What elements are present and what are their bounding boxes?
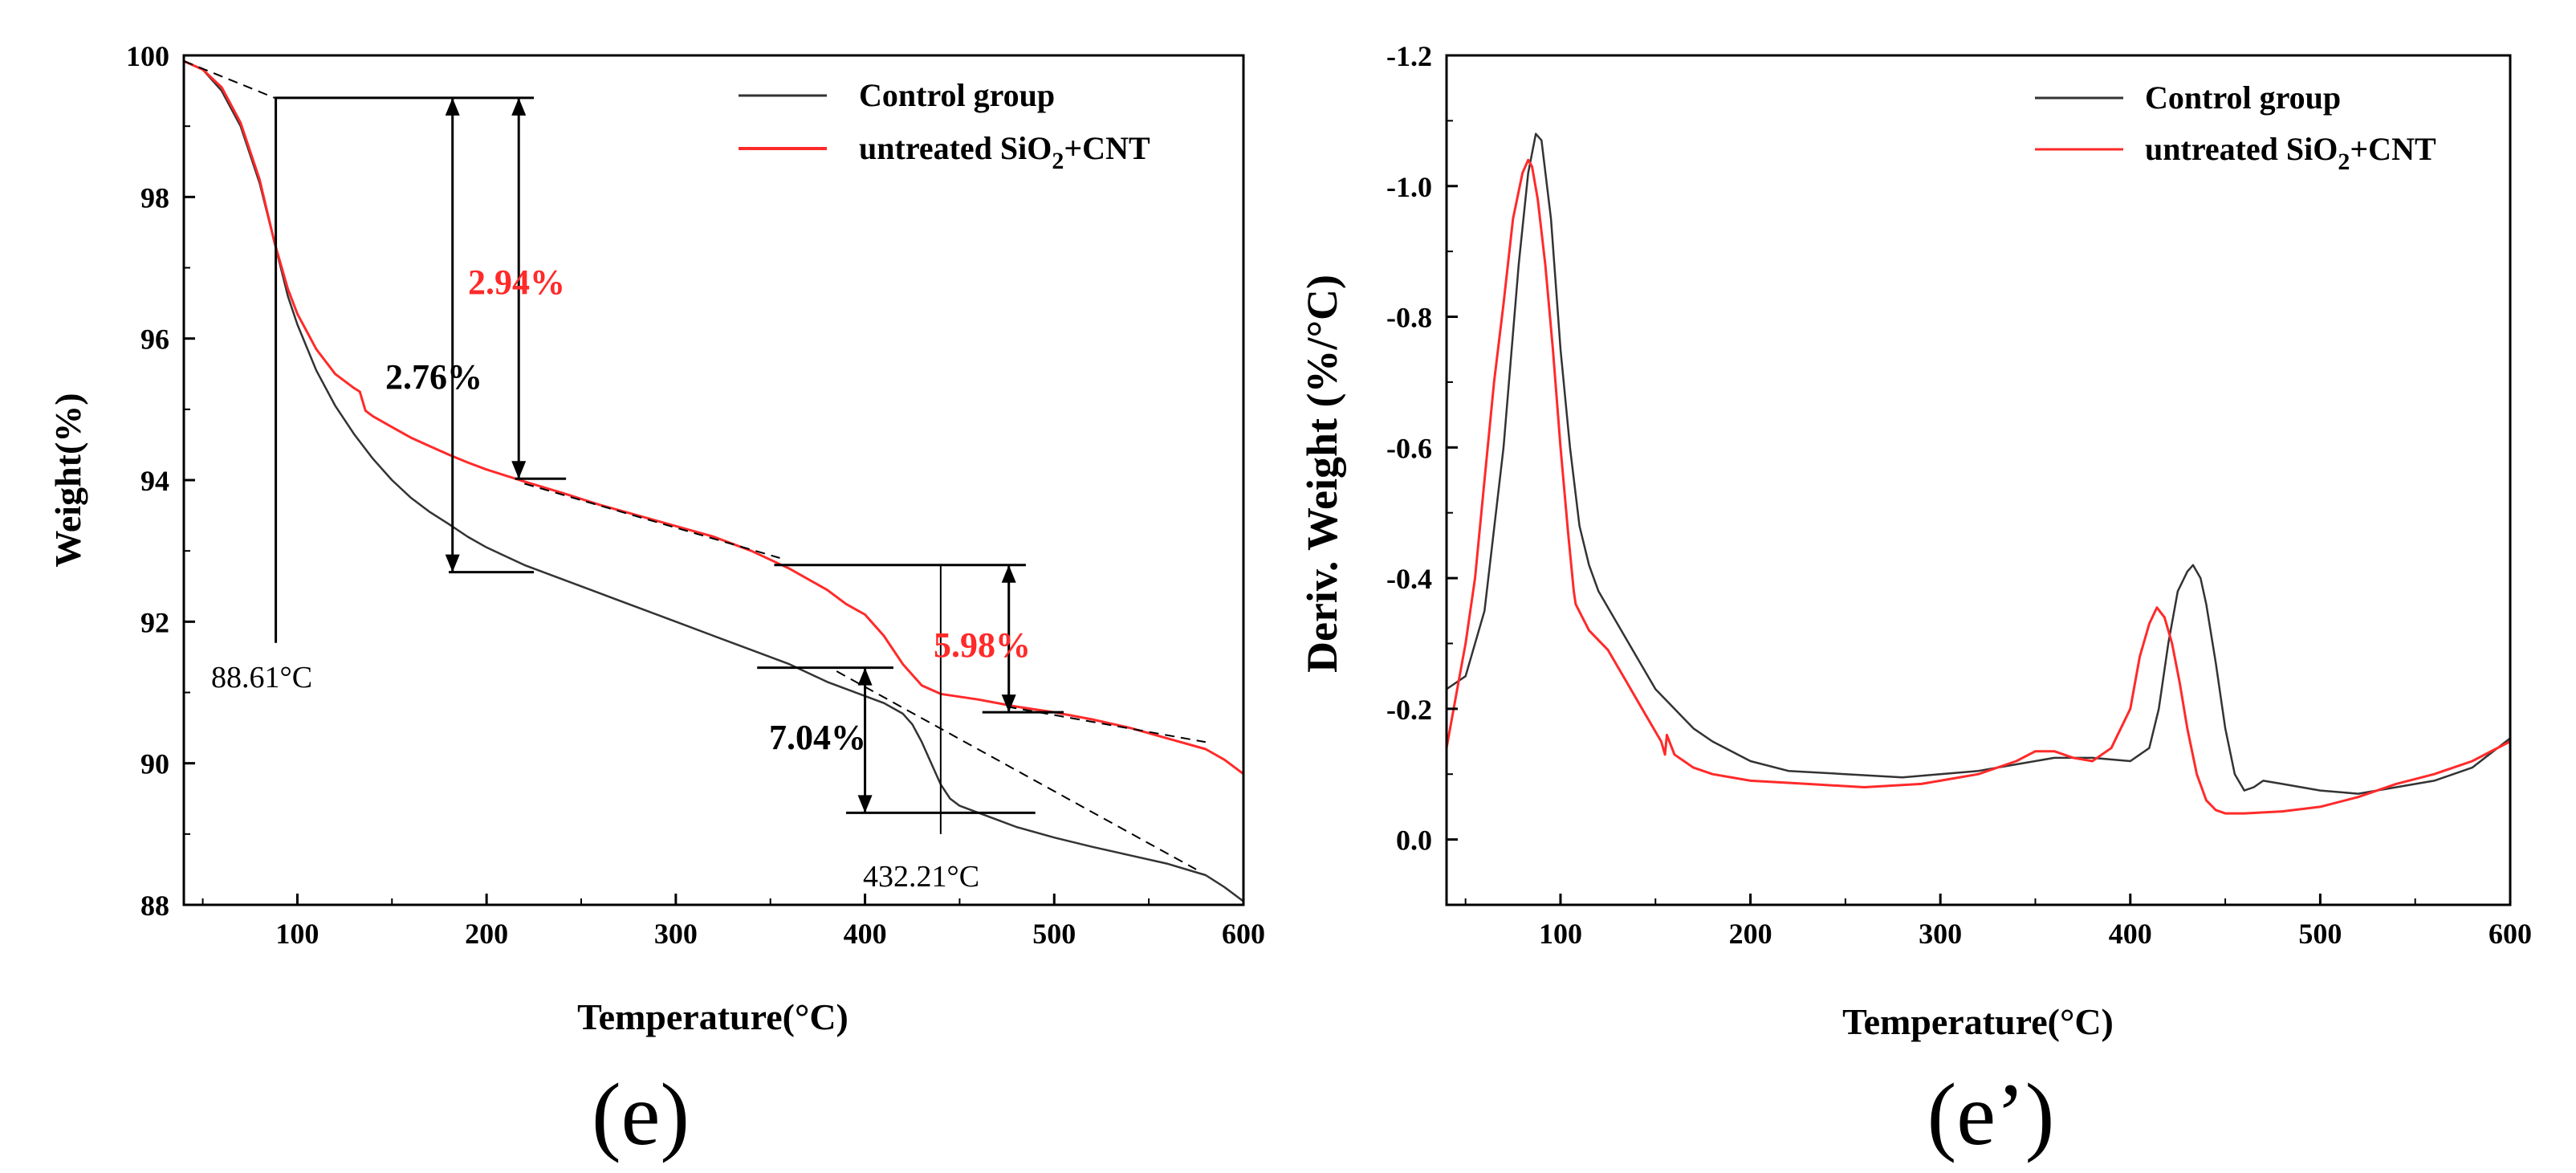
dtg-x-tick-label: 200: [1729, 918, 1772, 950]
annotation-treated-step2: 5.98%: [934, 625, 1031, 665]
tga-plot-frame: [182, 54, 1245, 906]
tga-x-tick-label: 200: [465, 918, 508, 950]
dtg-derivative-chart: 100 200 300 400 500 600 0.0 -0.2 -0.4 -0.6 -0.8 -1.…: [1298, 40, 2532, 1163]
mass-loss-arrow-control-1-head: [445, 97, 460, 116]
dtg-y-tick-label: -0.2: [1386, 694, 1432, 726]
tga-x-axis-title: Temperature(°C): [577, 996, 848, 1037]
tga-y-tick-label: 98: [140, 181, 169, 214]
tga-x-tick-label: 500: [1032, 918, 1076, 950]
tga-y-axis-title: Weight(%): [47, 393, 88, 567]
tga-y-tick-label: 88: [140, 890, 169, 922]
tga-series-group: [183, 59, 1244, 902]
dtg-y-tick-label: -1.2: [1386, 40, 1432, 72]
tga-legend: Control group untreated SiO2+CNT: [739, 77, 1150, 174]
mass-loss-arrow-control-1-head: [445, 554, 460, 572]
tga-y-tick-label: 92: [140, 606, 169, 638]
tangent-line: [183, 60, 275, 99]
legend-label-treated: untreated SiO2+CNT: [859, 130, 1150, 174]
panel-label-e: (e): [592, 1065, 690, 1163]
panel-label-e-prime: (e’): [1927, 1065, 2055, 1163]
dtg-series-line-control: [1446, 132, 2511, 795]
mass-loss-arrow-control-2-head: [857, 667, 873, 686]
mass-loss-arrow-treated-2-head: [1001, 564, 1016, 583]
tga-x-tick-label: 100: [275, 918, 319, 950]
tga-x-tick-label: 400: [844, 918, 887, 950]
dtg-y-tick-label: -0.6: [1386, 432, 1432, 464]
dtg-x-axis-title: Temperature(°C): [1842, 1001, 2114, 1042]
mass-loss-arrow-treated-1-head: [511, 461, 527, 479]
tga-y-tick-label: 90: [140, 748, 169, 780]
dtg-x-tick-label: 400: [2109, 918, 2152, 950]
tga-weight-chart: 100 200 300 400 500 600 88 90 92 94 96 98 100 Contro…: [47, 40, 1265, 1163]
tangent-line: [836, 670, 1197, 870]
dtg-y-tick-label: -1.0: [1386, 171, 1432, 203]
dtg-y-tick-label: -0.8: [1386, 302, 1432, 334]
dtg-x-tick-label: 500: [2298, 918, 2342, 950]
dtg-ticks: 100 200 300 400 500 600 0.0 -0.2 -0.4 -0.6 -0.8 -1.…: [1386, 40, 2532, 950]
tangent-line: [524, 483, 780, 559]
legend-label-treated: untreated SiO2+CNT: [2145, 131, 2436, 175]
tga-y-tick-label: 96: [140, 324, 169, 356]
tga-x-tick-label: 300: [654, 918, 698, 950]
dtg-x-tick-label: 300: [1919, 918, 1962, 950]
dtg-x-tick-label: 600: [2489, 918, 2532, 950]
dtg-plot-frame: [1445, 54, 2512, 906]
tga-x-tick-label: 600: [1222, 918, 1265, 950]
dtg-y-axis-title: Deriv. Weight (%/°C): [1298, 275, 1346, 673]
legend-label-control: Control group: [859, 77, 1055, 113]
annotation-control-step2: 7.04%: [769, 718, 866, 757]
dtg-y-tick-label: 0.0: [1396, 825, 1432, 857]
dtg-series-group: [1445, 132, 2511, 815]
tga-y-tick-label: 94: [140, 465, 169, 497]
dtg-series-line-treated: [1445, 158, 2511, 815]
annotation-temp-peak2: 432.21°C: [863, 860, 979, 894]
legend-label-control: Control group: [2145, 79, 2341, 116]
tga-y-tick-label: 100: [126, 40, 169, 72]
annotation-temp-peak1: 88.61°C: [211, 661, 312, 694]
mass-loss-arrow-treated-1-head: [511, 97, 527, 116]
tga-annotation-lines: [183, 60, 1207, 870]
mass-loss-arrow-treated-2-head: [1001, 694, 1016, 713]
mass-loss-arrow-control-2-head: [857, 795, 873, 813]
dtg-legend: Control group untreated SiO2+CNT: [2035, 79, 2436, 175]
dtg-x-tick-label: 100: [1539, 918, 1582, 950]
tga-ticks: 100 200 300 400 500 600 88 90 92 94 96 98 100: [126, 40, 1265, 950]
dtg-y-tick-label: -0.4: [1386, 563, 1432, 595]
tga-series-line-control: [183, 59, 1244, 902]
annotation-control-step1: 2.76%: [385, 357, 482, 397]
annotation-treated-step1: 2.94%: [468, 263, 565, 302]
